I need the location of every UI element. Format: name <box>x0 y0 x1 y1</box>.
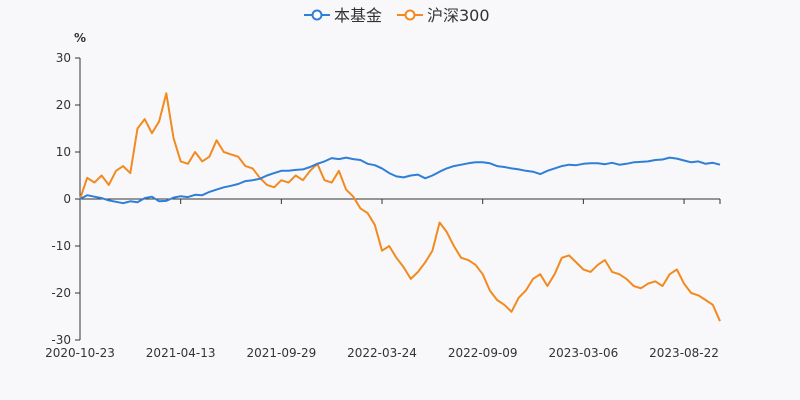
legend-marker-hs300 <box>404 9 416 21</box>
y-tick-label: -10 <box>51 239 71 253</box>
legend-label-fund: 本基金 <box>334 6 382 25</box>
y-tick-label: 30 <box>56 51 71 65</box>
series-group <box>79 92 721 322</box>
y-tick-label: -20 <box>51 286 71 300</box>
chart-legend: 本基金 沪深300 <box>304 6 490 25</box>
legend-marker-fund <box>311 9 323 21</box>
x-tick-label: 2021-09-29 <box>246 346 316 360</box>
x-tick-label: 2023-03-06 <box>548 346 618 360</box>
series-line-fund[interactable] <box>79 156 721 205</box>
y-tick-label: 20 <box>56 98 71 112</box>
y-tick-label: -30 <box>51 333 71 347</box>
series-line-hs300[interactable] <box>79 92 721 322</box>
x-tick-label: 2023-08-22 <box>649 346 719 360</box>
legend-item-hs300[interactable]: 沪深300 <box>397 6 490 25</box>
legend-item-fund[interactable]: 本基金 <box>304 6 382 25</box>
y-axis-unit: % <box>74 31 86 45</box>
x-tick-label: 2022-09-09 <box>448 346 518 360</box>
legend-label-hs300: 沪深300 <box>427 6 490 25</box>
y-ticks: 30 20 10 0 -10 -20 -30 <box>51 51 80 347</box>
y-tick-label: 0 <box>63 192 71 206</box>
x-tick-label: 2020-10-23 <box>45 346 115 360</box>
x-tick-label: 2022-03-24 <box>347 346 417 360</box>
x-tick-label: 2021-04-13 <box>146 346 216 360</box>
y-tick-label: 10 <box>56 145 71 159</box>
x-ticks: 2020-10-23 2021-04-13 2021-09-29 2022-03-24… <box>45 199 721 360</box>
